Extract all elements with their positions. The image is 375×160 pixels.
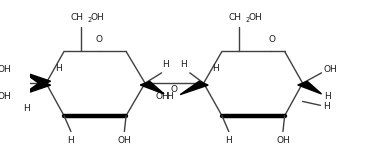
Text: H: H (23, 104, 30, 113)
Text: CH: CH (228, 13, 242, 22)
Polygon shape (22, 72, 51, 85)
Text: OH: OH (91, 13, 105, 22)
Text: OH: OH (324, 65, 338, 74)
Text: 2: 2 (245, 17, 250, 23)
Polygon shape (298, 81, 321, 94)
Text: OH: OH (249, 13, 262, 22)
Polygon shape (180, 81, 208, 95)
Text: 2: 2 (87, 17, 92, 23)
Text: OH: OH (276, 136, 290, 144)
Text: OH: OH (0, 65, 12, 74)
Text: OH: OH (0, 92, 12, 101)
Text: O: O (96, 35, 103, 44)
Text: H: H (323, 102, 330, 111)
Text: H: H (324, 92, 331, 101)
Text: H: H (166, 92, 173, 101)
Text: H: H (180, 60, 187, 69)
Text: OH: OH (117, 136, 131, 144)
Text: CH: CH (70, 13, 84, 22)
Text: O: O (268, 35, 275, 44)
Text: H: H (213, 64, 219, 73)
Text: H: H (67, 136, 74, 144)
Polygon shape (22, 81, 51, 95)
Text: OH: OH (155, 92, 169, 101)
Text: O: O (171, 85, 178, 94)
Text: H: H (225, 136, 231, 144)
Text: H: H (55, 64, 62, 73)
Polygon shape (140, 81, 164, 94)
Text: H: H (162, 60, 169, 69)
